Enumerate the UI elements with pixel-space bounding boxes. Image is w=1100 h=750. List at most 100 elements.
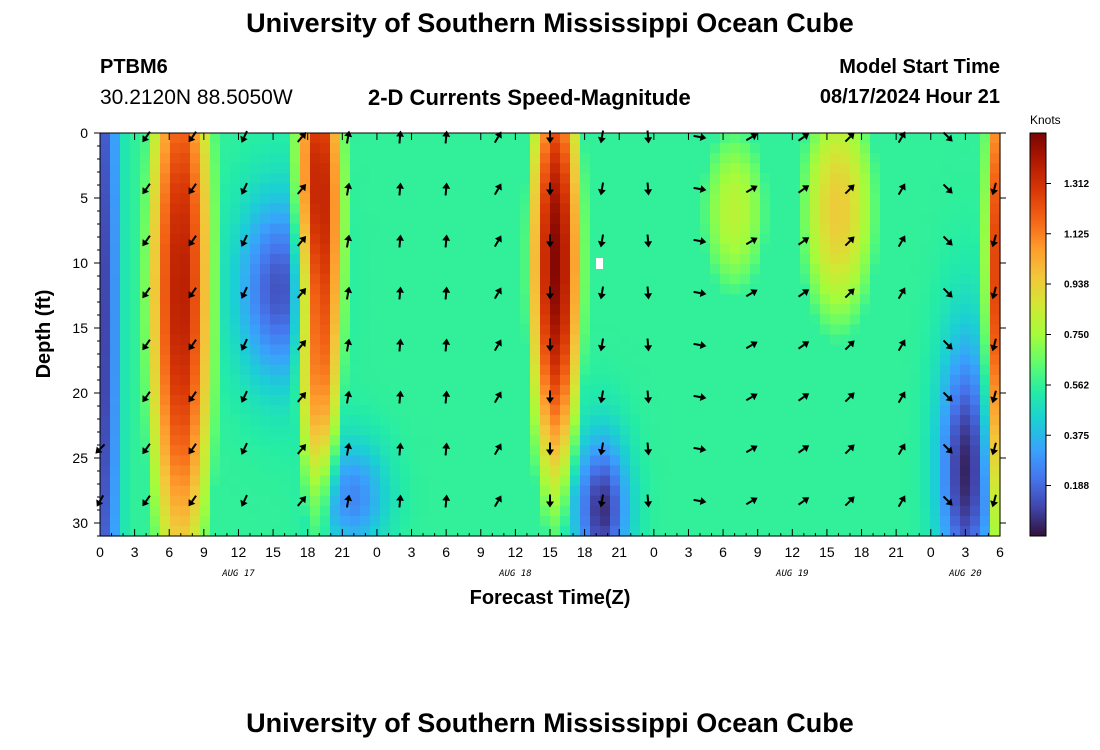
chart-title: University of Southern Mississippi Ocean… <box>246 8 854 38</box>
heatmap-cell <box>870 314 881 326</box>
heatmap-cell <box>960 213 971 225</box>
heatmap-cell <box>450 233 461 245</box>
heatmap-cell <box>220 294 231 305</box>
heatmap-cell <box>980 294 991 305</box>
heatmap-cell <box>640 435 651 446</box>
heatmap-cell <box>430 284 441 295</box>
heatmap-cell <box>290 354 301 366</box>
heatmap-cell <box>840 193 851 205</box>
heatmap-cell <box>440 143 451 154</box>
heatmap-cell <box>980 344 991 356</box>
heatmap-cell <box>660 153 671 164</box>
heatmap-cell <box>200 445 211 456</box>
heatmap-cell <box>280 394 291 406</box>
heatmap-cell <box>510 173 521 184</box>
heatmap-cell <box>810 445 821 456</box>
heatmap-cell <box>760 223 771 235</box>
heatmap-cell <box>930 415 941 426</box>
heatmap-cell <box>300 344 311 356</box>
heatmap-cell <box>400 193 411 205</box>
heatmap-cell <box>760 425 771 436</box>
heatmap-cell <box>800 314 811 326</box>
current-vector <box>142 339 151 351</box>
heatmap-cell <box>680 183 691 195</box>
heatmap-cell <box>530 253 541 265</box>
heatmap-cell <box>460 344 471 356</box>
heatmap-cell <box>850 314 861 326</box>
heatmap-cell <box>940 163 951 174</box>
heatmap-cell <box>960 233 971 245</box>
current-vector <box>296 496 307 507</box>
heatmap-cell <box>140 263 151 275</box>
heatmap-cell <box>180 193 191 205</box>
heatmap-cell <box>460 173 471 184</box>
heatmap-cell <box>430 384 441 396</box>
heatmap-cell <box>130 274 141 285</box>
heatmap-cell <box>730 274 741 285</box>
heatmap-cell <box>680 314 691 326</box>
heatmap-cell <box>440 294 451 305</box>
heatmap-cell <box>550 304 561 315</box>
heatmap-cell <box>350 485 361 497</box>
heatmap-cell <box>240 193 251 205</box>
heatmap-cell <box>830 515 841 527</box>
heatmap-cell <box>440 425 451 436</box>
heatmap-cell <box>480 435 491 446</box>
heatmap-cell <box>820 515 831 527</box>
heatmap-cell <box>570 344 581 356</box>
heatmap-cell <box>470 324 481 336</box>
current-vector <box>897 391 906 404</box>
heatmap-cell <box>790 223 801 235</box>
heatmap-cell <box>710 213 721 225</box>
heatmap-cell <box>560 384 571 396</box>
heatmap-cell <box>570 263 581 275</box>
heatmap-cell <box>590 394 601 406</box>
heatmap-cell <box>230 243 241 255</box>
heatmap-cell <box>810 485 821 497</box>
heatmap-cell <box>590 455 601 467</box>
heatmap-cell <box>540 435 551 446</box>
heatmap-cell <box>670 525 681 537</box>
heatmap-cell <box>360 163 371 174</box>
heatmap-cell <box>250 203 261 215</box>
heatmap-cell <box>230 374 241 386</box>
heatmap-cell <box>200 243 211 255</box>
heatmap-cell <box>870 133 881 144</box>
heatmap-cell <box>790 274 801 285</box>
heatmap-cell <box>210 183 221 195</box>
heatmap-cell <box>280 405 291 416</box>
heatmap-cell <box>250 163 261 174</box>
heatmap-cell <box>410 163 421 174</box>
heatmap-cell <box>200 485 211 497</box>
heatmap-cell <box>340 415 351 426</box>
heatmap-cell <box>140 515 151 527</box>
heatmap-cell <box>140 364 151 376</box>
heatmap-cell <box>270 193 281 205</box>
heatmap-cell <box>950 193 961 205</box>
heatmap-cell <box>230 435 241 446</box>
heatmap-cell <box>620 304 631 315</box>
heatmap-cell <box>540 133 551 144</box>
heatmap-cell <box>870 495 881 507</box>
heatmap-cell <box>390 384 401 396</box>
heatmap-cell <box>210 425 221 436</box>
heatmap-cell <box>740 374 751 386</box>
heatmap-cell <box>560 415 571 426</box>
heatmap-cell <box>400 314 411 326</box>
heatmap-cell <box>880 183 891 195</box>
heatmap-cell <box>300 485 311 497</box>
heatmap-cell <box>380 425 391 436</box>
heatmap-cell <box>780 284 791 295</box>
heatmap-cell <box>140 193 151 205</box>
heatmap-cell <box>320 485 331 497</box>
heatmap-cell <box>430 233 441 245</box>
heatmap-cell <box>770 495 781 507</box>
heatmap-cell <box>790 384 801 396</box>
heatmap-cell <box>130 515 141 527</box>
heatmap-cell <box>710 233 721 245</box>
heatmap-cell <box>790 394 801 406</box>
heatmap-cell <box>640 364 651 376</box>
heatmap-cell <box>920 324 931 336</box>
heatmap-cell <box>550 394 561 406</box>
heatmap-cell <box>680 344 691 356</box>
